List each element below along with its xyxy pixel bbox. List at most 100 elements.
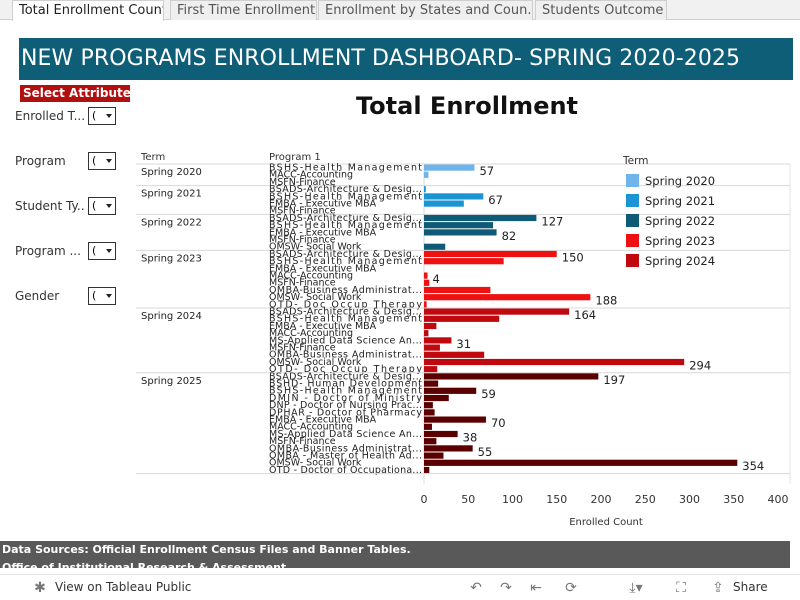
data-label: 294 xyxy=(689,358,711,372)
revert-icon[interactable]: ⇤ xyxy=(530,580,542,596)
bar xyxy=(424,330,429,337)
bar xyxy=(424,452,444,459)
bar xyxy=(424,279,430,286)
share-button[interactable]: Share xyxy=(733,580,768,594)
tableau-toolbar: ✱ View on Tableau Public ↶ ↷ ⇤ ⟳ ⤓▾ ⛶ ⇪ … xyxy=(0,574,800,600)
program-label: MACC-Accounting xyxy=(269,170,353,181)
filter-dropdown[interactable]: ( xyxy=(88,197,116,215)
program-label: BSHD- Human Development xyxy=(269,379,422,390)
bar xyxy=(424,214,537,222)
bar xyxy=(424,308,570,315)
x-tick-label: 300 xyxy=(679,493,700,506)
data-label: 70 xyxy=(491,416,506,430)
program-label: DNP - Doctor of Nursing Prac... xyxy=(269,400,422,411)
bar xyxy=(424,459,738,466)
legend-label: Spring 2024 xyxy=(645,254,715,268)
data-label: 82 xyxy=(502,229,517,243)
legend-swatch xyxy=(626,174,639,187)
bar xyxy=(424,229,497,236)
filter-dropdown[interactable]: ( xyxy=(88,242,116,260)
sources-line: Data Sources: Official Enrollment Census… xyxy=(2,543,411,556)
data-label: 188 xyxy=(595,294,617,308)
program-label: OMSW- Social Work xyxy=(269,458,362,469)
program-label: OMBA-Business Administrat... xyxy=(269,285,422,296)
program-label: MS-Applied Data Science An... xyxy=(269,429,422,440)
x-axis-title: Enrolled Count xyxy=(569,517,643,528)
data-label: 197 xyxy=(603,373,625,387)
program-label: DMIN - Doctor of Ministry xyxy=(269,393,422,404)
tab-bar: Total Enrollment Count First Time Enroll… xyxy=(0,0,800,21)
download-icon[interactable]: ⤓▾ xyxy=(629,580,643,596)
program-label: MACC-Accounting xyxy=(269,271,353,282)
tab-first-time-enrollment[interactable]: First Time Enrollment xyxy=(170,0,317,20)
x-tick-label: 150 xyxy=(546,493,567,506)
program-label: EMBA - Executive MBA xyxy=(269,199,377,210)
program-label: OTD- Doc Occup Therapy xyxy=(269,299,422,310)
term-label: Spring 2021 xyxy=(141,189,202,200)
bar xyxy=(424,430,458,438)
program-label: BSHS-Health Management xyxy=(269,256,422,267)
data-label: 150 xyxy=(562,250,584,264)
program-label: BSHS-Health Management xyxy=(269,314,422,325)
bar xyxy=(424,409,435,416)
program-label: BSHS-Health Management xyxy=(269,220,422,231)
term-label: Spring 2023 xyxy=(141,253,202,264)
data-sources-footer: Data Sources: Official Enrollment Census… xyxy=(0,541,790,568)
program-label: OMSW- Social Work xyxy=(269,357,362,368)
program-label: OMSW- Social Work xyxy=(269,242,362,253)
filter-label: Program xyxy=(15,154,66,168)
tab-total-enrollment-count[interactable]: Total Enrollment Count xyxy=(12,0,164,21)
filter-dropdown[interactable]: ( xyxy=(88,152,116,170)
program-label: EMBA - Executive MBA xyxy=(269,227,377,238)
filter-dropdown[interactable]: ( xyxy=(88,107,116,125)
program-label: OMBA-Business Administrat... xyxy=(269,443,422,454)
chart-title: Total Enrollment xyxy=(356,92,579,120)
refresh-icon[interactable]: ⟳ xyxy=(565,580,577,596)
filter-label: Gender xyxy=(15,289,60,303)
data-label: 354 xyxy=(742,459,764,473)
bar xyxy=(424,358,685,366)
bar xyxy=(424,286,491,294)
term-label: Spring 2025 xyxy=(141,376,202,387)
bar xyxy=(424,466,430,474)
filter-student-type: Student Ty... ( xyxy=(15,197,117,219)
bar xyxy=(424,423,432,430)
bar xyxy=(424,315,500,322)
chevron-down-icon xyxy=(106,159,112,163)
bar xyxy=(424,193,484,200)
row-header-term: Term xyxy=(140,152,165,163)
program-label: OMBA-Business Administrat... xyxy=(269,350,422,361)
redo-icon[interactable]: ↷ xyxy=(500,580,512,596)
bar xyxy=(424,351,485,358)
program-label: EMBA - Executive MBA xyxy=(269,263,377,274)
bar xyxy=(424,438,437,445)
program-label: MSFN-Finance xyxy=(269,436,336,447)
filter-value: ( xyxy=(92,109,97,122)
bar xyxy=(424,322,437,330)
tableau-logo-icon: ✱ xyxy=(34,580,46,596)
program-label: BSADS-Architecture & Desig... xyxy=(269,184,422,195)
program-label: EMBA - Executive MBA xyxy=(269,321,377,332)
x-tick-label: 250 xyxy=(635,493,656,506)
legend-title: Term xyxy=(622,155,648,167)
chevron-down-icon xyxy=(106,114,112,118)
program-label: MSFN-Finance xyxy=(269,235,336,246)
view-on-tableau-public-link[interactable]: View on Tableau Public xyxy=(55,580,192,594)
bar xyxy=(424,380,439,387)
x-tick-label: 200 xyxy=(591,493,612,506)
fullscreen-icon[interactable]: ⛶ xyxy=(676,580,686,596)
legend-label: Spring 2022 xyxy=(645,214,715,228)
data-label: 59 xyxy=(481,387,496,401)
program-label: BSADS-Architecture & Desig... xyxy=(269,307,422,318)
share-icon[interactable]: ⇪ xyxy=(712,580,724,596)
bar xyxy=(424,416,486,423)
data-label: 67 xyxy=(488,193,503,207)
x-tick-label: 50 xyxy=(461,493,475,506)
filter-dropdown[interactable]: ( xyxy=(88,287,116,305)
undo-icon[interactable]: ↶ xyxy=(470,580,482,596)
bar xyxy=(424,294,591,301)
tab-enrollment-by-states[interactable]: Enrollment by States and Coun... xyxy=(318,0,533,20)
tab-students-outcome[interactable]: Students Outcome xyxy=(535,0,667,20)
legend-label: Spring 2020 xyxy=(645,174,715,188)
